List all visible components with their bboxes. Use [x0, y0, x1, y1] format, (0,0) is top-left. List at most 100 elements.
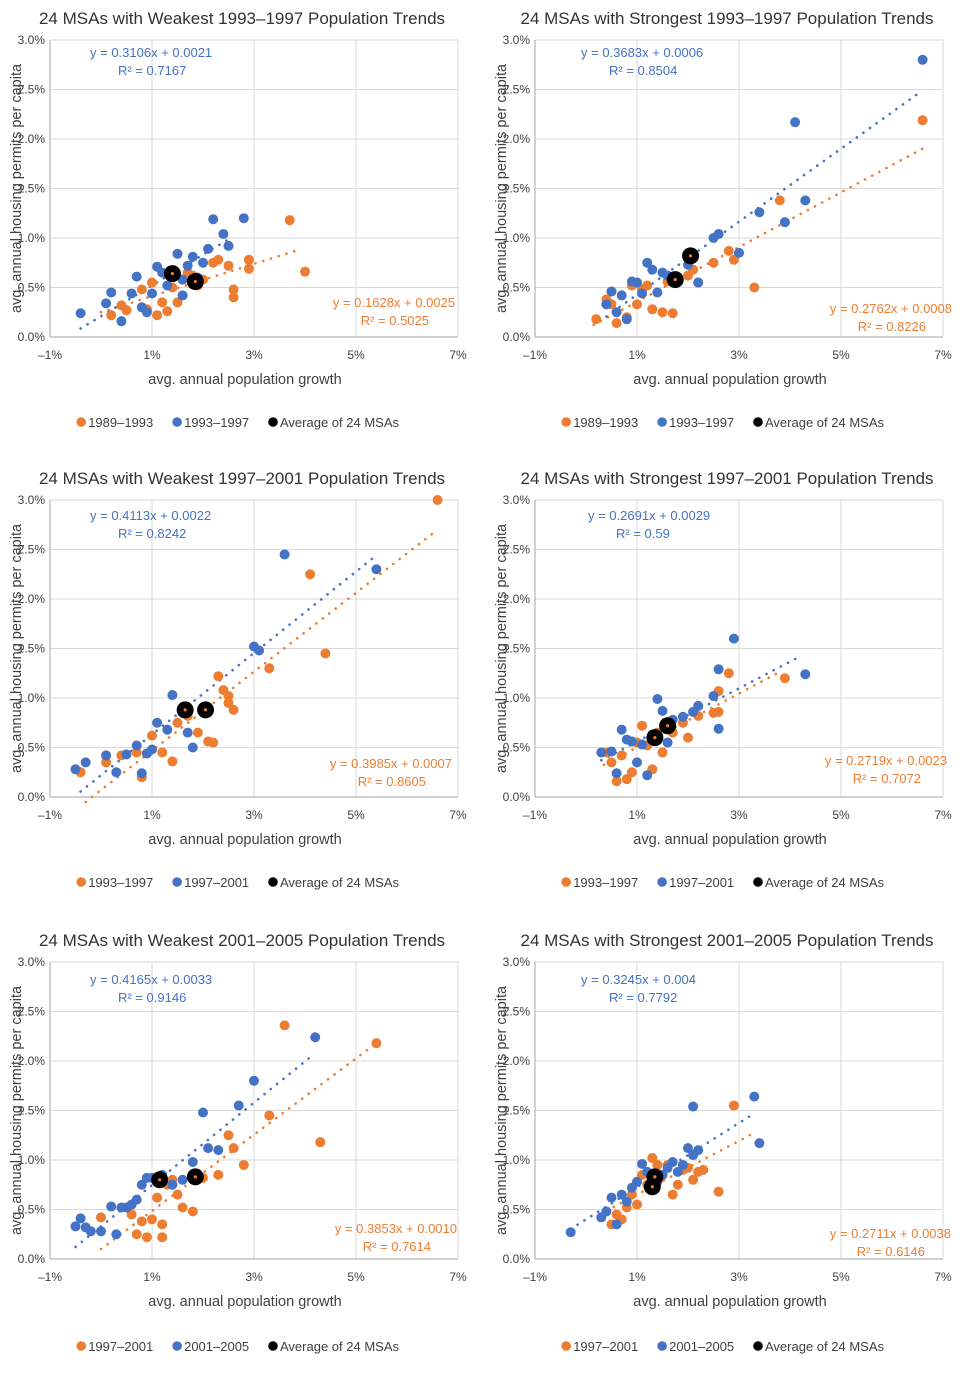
- trendline-equation: y = 0.3853x + 0.0010: [335, 1221, 457, 1236]
- y-tick-label: 3.0%: [18, 493, 46, 507]
- trendline-equation: y = 0.4165x + 0.0033: [90, 972, 212, 987]
- trendline-equation: y = 0.2762x + 0.0008: [830, 301, 952, 316]
- data-point: [606, 286, 617, 297]
- scatter-chart: 24 MSAs with Weakest 1993–1997 Populatio…: [9, 9, 467, 430]
- y-tick-label: 1.0%: [503, 691, 531, 705]
- data-point: [734, 247, 744, 258]
- data-point: [157, 297, 168, 308]
- trendline-equation: y = 0.4113x + 0.0022: [90, 508, 211, 523]
- data-point: [136, 284, 147, 295]
- data-point: [228, 284, 239, 295]
- data-point: [688, 1174, 699, 1185]
- y-tick-label: 2.0%: [503, 1054, 531, 1068]
- data-point: [213, 1145, 224, 1156]
- data-point: [75, 308, 86, 319]
- data-point: [131, 1229, 142, 1240]
- average-point-center: [653, 1175, 657, 1179]
- data-point: [147, 744, 157, 755]
- data-point: [917, 54, 928, 65]
- data-point: [111, 1229, 122, 1240]
- data-point: [713, 664, 724, 675]
- y-tick-label: 1.0%: [18, 231, 46, 245]
- data-point: [611, 768, 622, 779]
- y-tick-label: 2.5%: [503, 1005, 531, 1019]
- x-tick-label: 3%: [245, 1270, 263, 1284]
- y-tick-label: 2.0%: [503, 132, 531, 146]
- trendline: [592, 147, 924, 327]
- data-point: [70, 1221, 81, 1232]
- y-tick-label: 0.5%: [18, 1203, 46, 1217]
- trendline-r2: R² = 0.59: [616, 526, 670, 541]
- data-point: [300, 266, 310, 277]
- legend-marker: [268, 1341, 278, 1351]
- data-point: [657, 705, 668, 716]
- x-tick-label: 1%: [628, 1270, 646, 1284]
- data-point: [657, 307, 668, 318]
- chart-panel-strongest-2001-2005: 24 MSAs with Strongest 2001–2005 Populat…: [485, 922, 970, 1382]
- data-point: [432, 495, 443, 505]
- y-axis-label: avg. annual housing permits per capita: [9, 63, 25, 313]
- y-tick-label: 2.5%: [503, 83, 531, 97]
- data-point: [632, 1199, 642, 1210]
- x-tick-label: 7%: [449, 808, 467, 822]
- legend-label: 1989–1993: [88, 415, 153, 430]
- data-point: [182, 727, 193, 738]
- data-point: [672, 1166, 683, 1177]
- legend-label: 1993–1997: [573, 875, 638, 890]
- x-tick-label: 7%: [449, 348, 467, 362]
- data-point: [596, 747, 607, 758]
- data-point: [177, 290, 188, 301]
- data-point: [162, 306, 173, 317]
- x-tick-label: –1%: [523, 1270, 547, 1284]
- y-tick-label: 2.5%: [503, 543, 531, 557]
- data-point: [157, 1219, 168, 1230]
- trendline-r2: R² = 0.7614: [363, 1239, 431, 1254]
- average-point-center: [650, 1185, 654, 1189]
- data-point: [683, 1143, 693, 1154]
- data-point: [800, 195, 811, 206]
- y-tick-label: 0.5%: [18, 741, 46, 755]
- x-tick-label: 1%: [628, 348, 646, 362]
- legend-marker: [561, 1341, 571, 1351]
- x-tick-label: 7%: [449, 1270, 467, 1284]
- data-point: [152, 1192, 163, 1203]
- y-tick-label: 0.5%: [18, 281, 46, 295]
- scatter-chart: 24 MSAs with Strongest 1993–1997 Populat…: [494, 9, 952, 430]
- chart-panel-weakest-1993-1997: 24 MSAs with Weakest 1993–1997 Populatio…: [0, 0, 485, 460]
- data-point: [147, 277, 157, 288]
- trendline-equation: y = 0.3985x + 0.0007: [330, 756, 452, 771]
- x-tick-label: 1%: [628, 808, 646, 822]
- data-point: [223, 260, 234, 271]
- y-tick-label: 0.0%: [18, 790, 46, 804]
- y-tick-label: 0.0%: [503, 1252, 531, 1266]
- data-point: [642, 770, 653, 781]
- data-point: [218, 229, 229, 240]
- data-point: [96, 1212, 106, 1223]
- data-point: [616, 1189, 627, 1200]
- legend-label: Average of 24 MSAs: [280, 415, 399, 430]
- gridlines: [50, 39, 459, 337]
- legend-marker: [657, 417, 667, 427]
- data-point: [626, 767, 637, 778]
- x-tick-label: 5%: [347, 808, 365, 822]
- chart-panel-weakest-2001-2005: 24 MSAs with Weakest 2001–2005 Populatio…: [0, 922, 485, 1382]
- trendline-r2: R² = 0.6146: [857, 1244, 925, 1259]
- data-point: [172, 248, 183, 259]
- x-tick-label: 1%: [143, 1270, 161, 1284]
- y-axis-label: avg. annual housing permits per capita: [9, 985, 25, 1235]
- gridlines: [535, 39, 944, 337]
- legend-label: 1993–1997: [88, 875, 153, 890]
- y-tick-label: 0.0%: [18, 1252, 46, 1266]
- data-point: [136, 1216, 147, 1227]
- data-point: [693, 700, 704, 711]
- data-point: [126, 1209, 137, 1220]
- data-point: [162, 280, 173, 291]
- legend-marker: [268, 877, 278, 887]
- data-point: [637, 1158, 648, 1169]
- chart-panel-strongest-1993-1997: 24 MSAs with Strongest 1993–1997 Populat…: [485, 0, 970, 460]
- legend-marker: [657, 1341, 667, 1351]
- y-tick-label: 3.0%: [503, 955, 531, 969]
- data-point: [647, 1153, 658, 1164]
- data-point: [683, 732, 693, 743]
- y-tick-label: 2.5%: [18, 1005, 46, 1019]
